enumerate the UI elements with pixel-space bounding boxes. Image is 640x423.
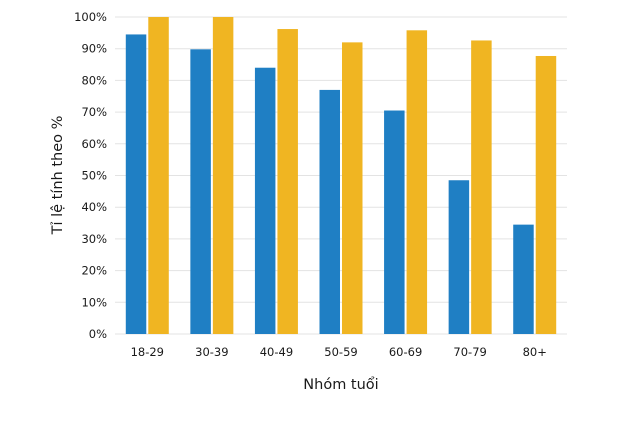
bar-series-2-30-39 [212, 17, 234, 334]
gridlines [115, 16, 567, 335]
x-tick-label: 80+ [523, 345, 547, 359]
x-tick-label: 30-39 [195, 345, 228, 359]
bar-series-1-50-59 [319, 89, 340, 334]
x-tick-label: 60-69 [389, 345, 422, 359]
bar-series-1-60-69 [384, 110, 405, 335]
bar-series-2-80+ [535, 55, 557, 335]
bar-series-2-18-29 [148, 17, 169, 334]
y-axis-title: Tỉ lệ tính theo % [50, 116, 66, 236]
x-axis-title: Nhóm tuổi [303, 376, 378, 393]
y-tick-label: 10% [81, 295, 107, 309]
bar-series-1-18-29 [125, 34, 147, 334]
bar-series-1-30-39 [190, 49, 211, 334]
x-tick-label: 40-49 [260, 345, 293, 359]
y-tick-label: 30% [81, 232, 107, 246]
y-axis-ticks: 0% 10% 20% 30% 40% 50% 60% 70% 80% 90% 100% [74, 10, 107, 341]
bars [125, 17, 557, 335]
y-tick-label: 20% [81, 264, 107, 278]
y-tick-label: 50% [81, 169, 107, 183]
y-tick-label: 70% [81, 105, 107, 119]
x-tick-label: 18-29 [131, 345, 164, 359]
y-tick-label: 90% [81, 42, 107, 56]
bar-series-2-60-69 [406, 30, 428, 335]
y-tick-label: 0% [89, 327, 107, 341]
x-tick-label: 50-59 [324, 345, 357, 359]
bar-series-2-70-79 [471, 40, 492, 335]
y-tick-label: 100% [74, 10, 107, 24]
y-tick-label: 60% [81, 137, 107, 151]
x-tick-label: 70-79 [453, 345, 486, 359]
bar-series-1-40-49 [254, 67, 276, 334]
y-tick-label: 80% [81, 73, 107, 87]
bar-series-2-50-59 [342, 42, 363, 335]
x-axis-ticks: 18-29 30-39 40-49 50-59 60-69 70-79 80+ [131, 345, 547, 359]
bar-series-2-40-49 [277, 29, 298, 335]
y-tick-label: 40% [81, 200, 107, 214]
bar-series-1-80+ [513, 224, 534, 334]
bar-series-1-70-79 [448, 180, 470, 334]
